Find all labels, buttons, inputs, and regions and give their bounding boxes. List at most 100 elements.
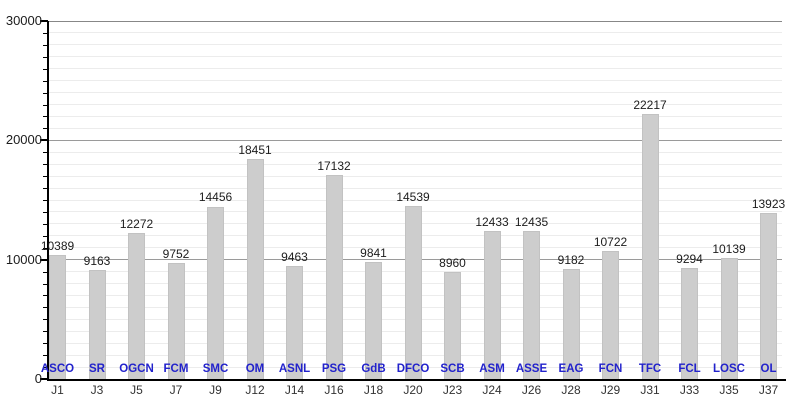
y-minor-tick (43, 176, 48, 178)
bar-value-label: 18451 (238, 142, 272, 157)
team-label: OGCN (119, 363, 154, 375)
team-label: OM (245, 363, 265, 375)
y-minor-tick (43, 355, 48, 357)
bar-value-label: 9463 (281, 250, 308, 265)
x-tick-label: J5 (130, 383, 143, 397)
bar-value-label: 9294 (676, 252, 703, 267)
bar-J24 (483, 230, 501, 379)
team-label: ASNL (278, 363, 311, 375)
y-minor-tick (43, 367, 48, 369)
minor-gridline (49, 80, 782, 82)
bar-value-label: 10722 (593, 235, 628, 250)
minor-gridline (49, 127, 782, 129)
major-gridline (49, 20, 782, 22)
y-minor-tick (43, 283, 48, 285)
y-minor-tick (43, 343, 48, 345)
minor-gridline (49, 32, 782, 34)
x-tick-label: J35 (719, 383, 739, 397)
bar-value-label: 12433 (475, 214, 509, 229)
team-label: DFCO (396, 363, 430, 375)
y-major-tick (40, 258, 48, 261)
bar-J3 (88, 269, 106, 379)
y-tick-label: 0 (34, 371, 42, 386)
team-label: ASM (479, 363, 505, 375)
team-label: PSG (321, 363, 347, 375)
y-minor-tick (43, 104, 48, 106)
y-minor-tick (43, 331, 48, 333)
bar-J26 (523, 230, 540, 379)
y-major-tick (40, 139, 48, 142)
bar-value-label: 14539 (396, 189, 430, 204)
minor-gridline (49, 187, 782, 189)
minor-gridline (49, 175, 782, 177)
x-tick-label: J9 (209, 383, 222, 397)
x-tick-label: J31 (640, 383, 660, 397)
bar-value-label: 12435 (514, 214, 549, 229)
y-axis-line (47, 21, 49, 381)
x-tick-label: J18 (363, 383, 384, 397)
bar-J28 (562, 269, 580, 379)
bar-value-label: 13923 (751, 196, 786, 211)
x-tick-label: J1 (51, 383, 64, 397)
bar-value-label: 9841 (360, 245, 387, 260)
bar-value-label: 22217 (633, 97, 667, 112)
minor-gridline (49, 199, 782, 201)
minor-gridline (49, 115, 782, 117)
team-label: SCB (440, 363, 465, 375)
minor-gridline (49, 44, 782, 46)
team-label: GdB (361, 363, 386, 375)
y-minor-tick (43, 188, 48, 190)
x-tick-label: J16 (324, 383, 344, 397)
x-axis-line (47, 379, 786, 381)
team-label: FCM (163, 363, 189, 375)
team-label: SR (89, 363, 105, 375)
y-minor-tick (43, 92, 48, 94)
bar-value-label: 9752 (162, 246, 190, 261)
y-minor-tick (43, 200, 48, 201)
bar-J5 (128, 232, 145, 379)
bar-value-label: 10389 (40, 239, 75, 254)
x-tick-label: J23 (442, 383, 463, 397)
x-tick-label: J28 (561, 383, 581, 397)
y-tick-label: 10000 (5, 251, 42, 267)
y-minor-tick (43, 152, 48, 154)
y-minor-tick (43, 80, 48, 82)
y-minor-tick (43, 116, 48, 118)
minor-gridline (49, 68, 782, 70)
x-tick-label: J3 (90, 383, 104, 397)
team-label: LOSC (713, 363, 745, 375)
team-label: FCL (678, 363, 701, 375)
minor-gridline (49, 56, 782, 58)
y-tick-label: 20000 (5, 132, 42, 148)
x-tick-label: J20 (403, 383, 423, 397)
y-minor-tick (43, 128, 48, 130)
y-major-tick (40, 378, 48, 380)
y-minor-tick (43, 223, 48, 225)
bar-J14 (286, 266, 303, 379)
bar-J16 (325, 174, 343, 379)
y-minor-tick (43, 68, 48, 70)
team-label: FCN (598, 363, 623, 375)
y-minor-tick (43, 32, 48, 34)
y-minor-tick (43, 211, 48, 213)
minor-gridline (49, 163, 782, 165)
bar-J37 (760, 212, 777, 379)
y-minor-tick (43, 271, 48, 273)
y-minor-tick (43, 164, 48, 166)
x-tick-label: J37 (758, 383, 779, 397)
bar-value-label: 9163 (83, 253, 111, 268)
bar-J9 (207, 206, 224, 379)
x-tick-label: J33 (679, 383, 700, 397)
bar-value-label: 10139 (712, 242, 746, 256)
team-label: SMC (202, 363, 229, 375)
bar-J7 (167, 262, 185, 379)
bar-J12 (246, 158, 264, 379)
minor-gridline (49, 151, 782, 153)
minor-gridline (49, 104, 782, 106)
x-tick-label: J29 (600, 383, 621, 397)
x-tick-label: J14 (284, 383, 305, 397)
y-major-tick (40, 20, 48, 22)
y-minor-tick (43, 235, 48, 237)
x-tick-label: J26 (521, 383, 542, 397)
plot-area (49, 20, 782, 379)
